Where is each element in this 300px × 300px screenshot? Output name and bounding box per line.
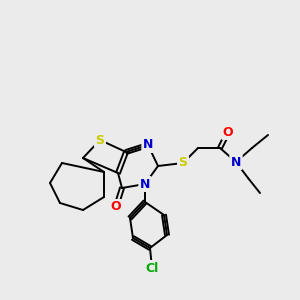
Text: N: N xyxy=(231,155,241,169)
Text: S: S xyxy=(95,134,104,146)
Text: O: O xyxy=(223,125,233,139)
Text: N: N xyxy=(143,139,153,152)
Text: Cl: Cl xyxy=(146,262,159,275)
Text: S: S xyxy=(178,157,188,169)
Text: N: N xyxy=(140,178,150,190)
Text: O: O xyxy=(111,200,121,214)
